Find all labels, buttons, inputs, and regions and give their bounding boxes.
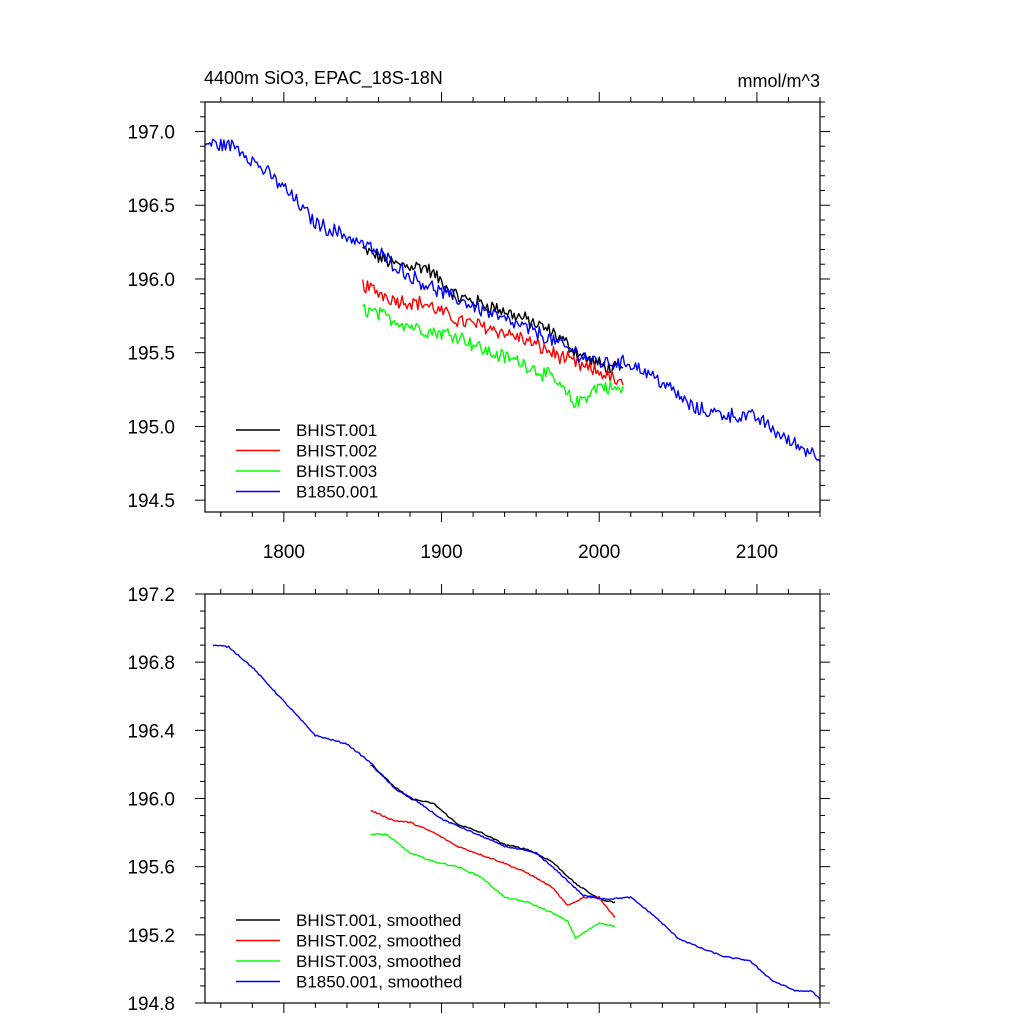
top-legend-label-4: B1850.001 (296, 483, 378, 502)
top-legend-label-2: BHIST.002 (296, 442, 377, 461)
top-x-tick-label: 1800 (263, 542, 305, 563)
top-panel: 1800 1900 2000 2100 194.5 195.0 195.5 196.0 196.… (127, 92, 830, 563)
top-panel-units: mmol/m^3 (738, 71, 820, 91)
top-x-tick-label: 2000 (578, 542, 620, 563)
bottom-legend-label-4: B1850.001, smoothed (296, 973, 462, 992)
top-series-line-2 (361, 279, 624, 386)
top-legend-label-3: BHIST.003 (296, 462, 377, 481)
top-x-tick-label: 1900 (420, 542, 462, 563)
top-y-tick-label: 194.5 (127, 491, 175, 512)
top-series-line-3 (362, 303, 624, 409)
top-series-line-4 (205, 138, 820, 463)
top-plot-frame (204, 101, 821, 513)
bottom-y-tick-label: 196.4 (127, 721, 175, 742)
top-x-tick-label: 2100 (736, 542, 778, 563)
bottom-legend-label-2: BHIST.002, smoothed (296, 932, 461, 951)
bottom-series-line-2 (370, 809, 616, 919)
top-y-tick-label: 196.0 (127, 270, 175, 291)
top-legend-label-1: BHIST.001 (296, 421, 377, 440)
top-y-tick-label: 195.0 (127, 417, 175, 438)
bottom-y-tick-label: 195.2 (127, 926, 175, 947)
bottom-y-tick-label: 196.8 (127, 653, 175, 674)
top-y-tick-label: 196.5 (127, 196, 175, 217)
bottom-y-tick-label: 194.8 (127, 994, 175, 1015)
bottom-series-line-1 (370, 764, 616, 904)
top-series-group (205, 138, 820, 463)
bottom-legend-label-3: BHIST.003, smoothed (296, 952, 461, 971)
bottom-series-line-3 (370, 833, 616, 940)
bottom-series-group (212, 644, 820, 1000)
top-series-line-1 (362, 245, 624, 376)
bottom-panel: 194.8 195.2 195.6 196.0 196.4 196.8 197.2 BHIST… (127, 584, 830, 1015)
bottom-y-tick-label: 196.0 (127, 790, 175, 811)
top-y-tick-label: 197.0 (127, 122, 175, 143)
top-panel-title: 4400m SiO3, EPAC_18S-18N (204, 68, 443, 89)
bottom-legend-label-1: BHIST.001, smoothed (296, 911, 461, 930)
top-y-tick-label: 195.5 (127, 344, 175, 365)
bottom-y-tick-label: 197.2 (127, 585, 175, 606)
bottom-y-tick-label: 195.6 (127, 858, 175, 879)
bottom-series-line-4 (212, 644, 820, 1000)
